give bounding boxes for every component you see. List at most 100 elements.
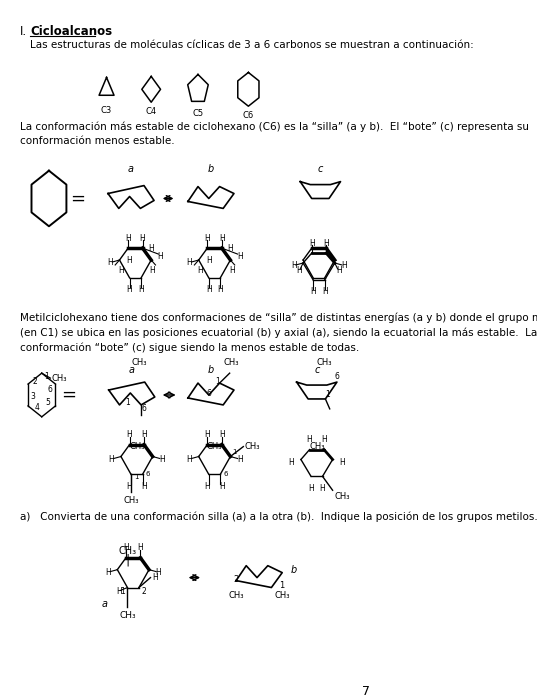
Text: H: H (228, 244, 233, 253)
Text: H: H (150, 267, 156, 275)
Text: H: H (138, 286, 144, 294)
Text: H: H (289, 458, 294, 467)
Text: H: H (186, 258, 192, 267)
Text: 1: 1 (215, 377, 220, 386)
Text: 6: 6 (223, 471, 228, 477)
Text: a)   Convierta de una conformación silla (a) a la otra (b).  Indique la posición: a) Convierta de una conformación silla (… (20, 511, 537, 522)
Text: 1: 1 (233, 449, 237, 454)
Text: H: H (237, 455, 243, 464)
Text: =: = (61, 386, 76, 404)
Text: H: H (127, 482, 133, 491)
Text: C5: C5 (192, 109, 204, 118)
Text: H: H (229, 267, 235, 275)
Text: H: H (205, 234, 210, 243)
Text: H: H (148, 244, 154, 253)
Text: C3: C3 (101, 106, 112, 116)
Text: CH₃: CH₃ (52, 374, 67, 383)
Text: H: H (105, 568, 111, 577)
Text: 1: 1 (45, 372, 49, 381)
Text: 6: 6 (206, 389, 211, 398)
Text: c: c (314, 365, 320, 375)
Text: H: H (127, 286, 133, 294)
Text: H: H (123, 543, 129, 552)
Text: CH₃: CH₃ (118, 546, 136, 556)
Text: H: H (127, 256, 133, 265)
Text: 7: 7 (362, 685, 369, 698)
Text: a: a (128, 164, 134, 174)
Text: H: H (116, 587, 122, 596)
Text: H: H (291, 262, 296, 270)
Text: H: H (127, 430, 133, 439)
Text: La conformación más estable de ciclohexano (C6) es la “silla” (a y b).  El “bote: La conformación más estable de ciclohexa… (20, 121, 529, 146)
Text: H: H (296, 267, 302, 275)
Text: Metilciclohexano tiene dos conformaciones de “silla” de distintas energías (a y : Metilciclohexano tiene dos conformacione… (20, 313, 537, 353)
Text: CH₃: CH₃ (131, 358, 147, 368)
Text: CH₃: CH₃ (129, 442, 144, 451)
Text: CH₃: CH₃ (334, 492, 350, 501)
Text: C6: C6 (243, 111, 254, 120)
Text: a: a (101, 599, 107, 610)
Text: H: H (206, 286, 212, 294)
Text: H: H (323, 239, 329, 248)
Text: 4: 4 (34, 403, 39, 412)
Text: CH₃: CH₃ (245, 442, 260, 451)
Text: H: H (156, 568, 161, 577)
Text: H: H (219, 430, 224, 439)
Text: I.: I. (20, 25, 27, 38)
Text: 5: 5 (45, 398, 50, 407)
Text: H: H (206, 256, 212, 265)
Text: H: H (152, 573, 158, 582)
Text: CH₃: CH₃ (223, 358, 238, 368)
Text: H: H (219, 482, 224, 491)
Text: 1: 1 (126, 398, 130, 407)
Text: b: b (208, 164, 214, 174)
Text: c: c (318, 164, 323, 174)
Text: H: H (321, 435, 327, 444)
Text: H: H (141, 430, 147, 439)
Text: H: H (137, 543, 143, 552)
Text: H: H (219, 234, 224, 243)
Text: 2: 2 (32, 377, 37, 386)
Text: 1: 1 (134, 475, 139, 480)
Text: 6: 6 (335, 372, 339, 381)
Text: H: H (125, 234, 131, 243)
Text: CH₃: CH₃ (316, 358, 332, 368)
Text: H: H (108, 455, 114, 464)
Text: H: H (237, 251, 243, 260)
Text: H: H (320, 484, 325, 493)
Text: H: H (205, 482, 210, 491)
Text: 3: 3 (31, 393, 35, 402)
Text: H: H (186, 455, 192, 464)
Text: 1: 1 (120, 587, 125, 596)
Text: H: H (140, 234, 146, 243)
Text: H: H (141, 482, 147, 491)
Text: 2: 2 (234, 575, 239, 584)
Text: CH₃: CH₃ (228, 592, 244, 601)
Text: 1: 1 (325, 390, 330, 399)
Text: CH₃: CH₃ (124, 496, 139, 505)
Text: H: H (336, 267, 342, 275)
Text: H: H (322, 287, 328, 296)
Text: H: H (339, 458, 345, 467)
Text: 1: 1 (280, 581, 285, 590)
Text: 2: 2 (141, 587, 146, 596)
Text: H: H (309, 239, 315, 248)
Text: 6: 6 (141, 405, 146, 414)
Text: H: H (159, 455, 165, 464)
Text: H: H (205, 430, 210, 439)
Text: b: b (291, 565, 297, 575)
Text: Cicloalcanos: Cicloalcanos (30, 25, 112, 38)
Text: H: H (197, 267, 203, 275)
Text: 6: 6 (47, 384, 52, 393)
Text: H: H (341, 262, 347, 270)
Text: =: = (70, 190, 85, 207)
Text: H: H (308, 484, 314, 493)
Text: H: H (310, 287, 316, 296)
Text: CH₃: CH₃ (309, 442, 324, 451)
Text: a: a (129, 365, 135, 375)
Text: CH₃: CH₃ (274, 592, 290, 601)
Text: H: H (107, 258, 113, 267)
Text: H: H (217, 286, 223, 294)
Text: C4: C4 (146, 107, 157, 116)
Text: H: H (118, 267, 124, 275)
